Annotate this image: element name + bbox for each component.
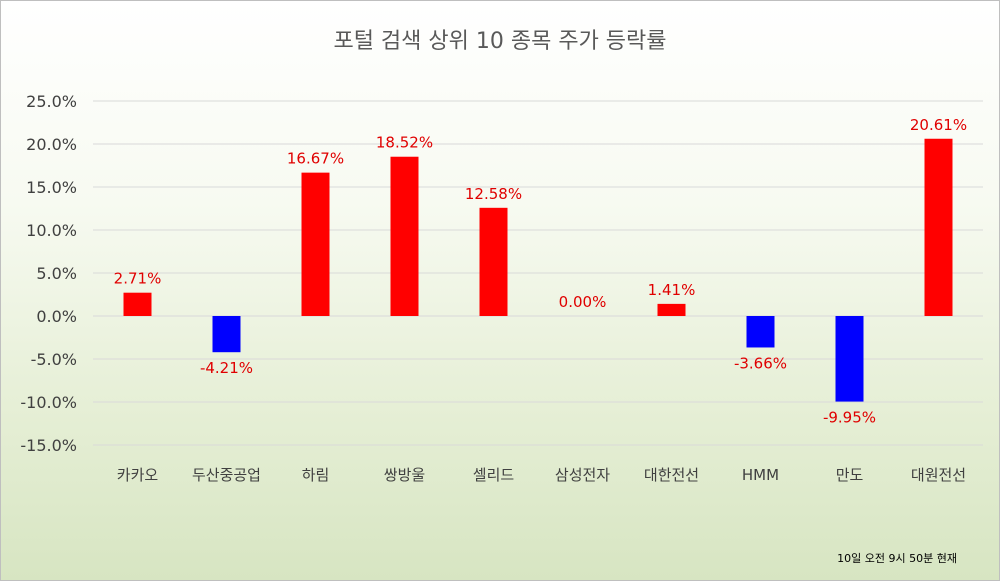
- y-tick-label: -10.0%: [20, 393, 77, 412]
- data-label: -4.21%: [200, 359, 253, 377]
- data-label: -3.66%: [734, 354, 787, 372]
- data-label: 20.61%: [910, 116, 967, 134]
- y-axis-ticks: 25.0% 20.0% 15.0% 10.0% 5.0% 0.0% -5.0% -10.0% -…: [20, 92, 77, 455]
- data-label: 12.58%: [465, 185, 522, 203]
- bar: [835, 316, 864, 402]
- data-label: 1.41%: [648, 281, 696, 299]
- y-tick-label: 10.0%: [26, 221, 77, 240]
- data-label: 2.71%: [114, 270, 162, 288]
- x-tick-label: 셀리드: [473, 466, 515, 484]
- bars: [123, 138, 953, 402]
- data-label: 18.52%: [376, 134, 433, 152]
- x-tick-label: HMM: [742, 466, 779, 484]
- y-tick-label: 25.0%: [26, 92, 77, 111]
- y-tick-label: 15.0%: [26, 178, 77, 197]
- bar: [657, 303, 686, 316]
- x-tick-label: 대원전선: [911, 466, 966, 484]
- x-axis-ticks: 카카오 두산중공업 하림 쌍방울 셀리드 삼성전자 대한전선 HMM 만도 대원전선: [117, 466, 966, 484]
- x-tick-label: 삼성전자: [555, 466, 610, 484]
- bar: [212, 316, 241, 353]
- timestamp-note: 10일 오전 9시 50분 현재: [837, 551, 957, 565]
- x-tick-label: 두산중공업: [192, 466, 261, 484]
- bar: [746, 316, 775, 348]
- y-tick-label: -15.0%: [20, 436, 77, 455]
- y-tick-label: 20.0%: [26, 135, 77, 154]
- chart-title: 포털 검색 상위 10 종목 주가 등락률: [333, 29, 666, 54]
- data-labels: 2.71% -4.21% 16.67% 18.52% 12.58% 0.00% 1.41% -…: [114, 116, 967, 427]
- bar: [390, 156, 419, 316]
- bar: [123, 292, 152, 316]
- x-tick-label: 쌍방울: [384, 466, 425, 484]
- bar: [301, 172, 330, 316]
- x-tick-label: 하림: [302, 466, 330, 484]
- data-label: 0.00%: [559, 293, 607, 311]
- x-tick-label: 카카오: [117, 466, 159, 484]
- x-tick-label: 대한전선: [644, 466, 699, 484]
- data-label: -9.95%: [823, 409, 876, 427]
- bar: [479, 207, 508, 316]
- y-tick-label: 5.0%: [36, 264, 77, 283]
- y-tick-label: 0.0%: [36, 307, 77, 326]
- bar: [924, 138, 953, 316]
- gridlines: [93, 100, 983, 446]
- y-tick-label: -5.0%: [31, 350, 77, 369]
- data-label: 16.67%: [287, 150, 344, 168]
- x-tick-label: 만도: [836, 466, 864, 484]
